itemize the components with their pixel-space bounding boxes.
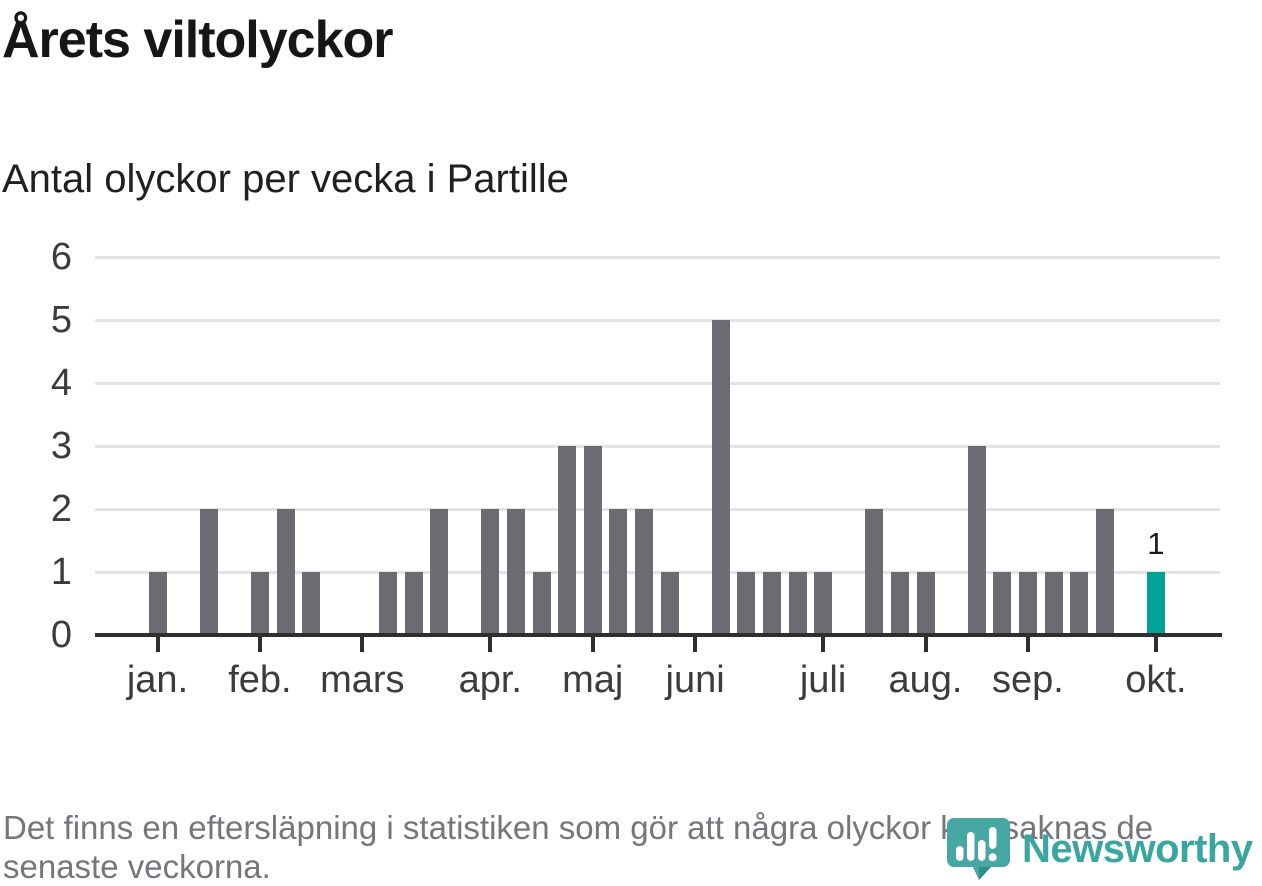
newsworthy-logo: Newsworthy xyxy=(946,815,1262,880)
bar xyxy=(199,509,218,635)
bar xyxy=(1018,572,1037,635)
x-axis-tick xyxy=(821,637,826,652)
x-axis-tick xyxy=(1153,637,1158,652)
chart-subtitle: Antal olyckor per vecka i Partille xyxy=(2,157,569,201)
x-tick-label: sep. xyxy=(991,659,1064,701)
bar xyxy=(583,446,602,635)
bar xyxy=(404,572,423,635)
bar xyxy=(634,509,653,635)
bar xyxy=(430,509,449,635)
y-tick-label: 1 xyxy=(50,551,72,593)
chart-title: Årets viltolyckor xyxy=(2,11,394,69)
bar xyxy=(711,320,730,635)
gridline xyxy=(95,571,1220,574)
bar xyxy=(967,446,986,635)
x-tick-label: okt. xyxy=(1125,659,1187,701)
y-tick-label: 0 xyxy=(50,614,72,656)
bar xyxy=(302,572,321,635)
y-tick-label: 4 xyxy=(50,362,72,404)
bar xyxy=(506,509,525,635)
newsworthy-bubble-chart-icon xyxy=(947,818,1010,880)
bar xyxy=(1095,509,1114,635)
x-tick-label: juni xyxy=(665,659,725,701)
x-axis-line xyxy=(95,633,1222,637)
highlight-value-label: 1 xyxy=(1147,526,1165,561)
bar xyxy=(814,572,833,635)
newsworthy-wordmark: Newsworthy xyxy=(1022,827,1253,871)
x-axis-tick xyxy=(360,637,365,652)
x-axis-tick xyxy=(257,637,262,652)
bar xyxy=(532,572,551,635)
bar xyxy=(762,572,781,635)
gridline xyxy=(95,445,1220,448)
bar xyxy=(660,572,679,635)
y-tick-label: 2 xyxy=(50,488,72,530)
bar xyxy=(1044,572,1063,635)
y-tick-label: 5 xyxy=(50,299,72,341)
bar xyxy=(481,509,500,635)
gridline xyxy=(95,256,1220,259)
bar xyxy=(890,572,909,635)
y-tick-label: 3 xyxy=(50,425,72,467)
gridline xyxy=(95,382,1220,385)
x-tick-label: juli xyxy=(799,659,847,701)
x-tick-label: aug. xyxy=(888,659,963,701)
x-axis-tick xyxy=(488,637,493,652)
bar xyxy=(737,572,756,635)
bar xyxy=(1070,572,1089,635)
gridline xyxy=(95,319,1220,322)
highlighted-bar xyxy=(1146,572,1165,635)
x-axis-tick xyxy=(923,637,928,652)
bar xyxy=(558,446,577,635)
x-tick-label: apr. xyxy=(458,659,522,701)
x-axis-tick xyxy=(1025,637,1030,652)
x-tick-label: jan. xyxy=(126,659,189,701)
bar xyxy=(148,572,167,635)
bar xyxy=(916,572,935,635)
bar xyxy=(276,509,295,635)
gridline xyxy=(95,508,1220,511)
bar xyxy=(993,572,1012,635)
bar xyxy=(609,509,628,635)
x-axis-tick xyxy=(590,637,595,652)
x-axis-tick xyxy=(693,637,698,652)
bar xyxy=(865,509,884,635)
x-tick-label: maj xyxy=(562,659,624,701)
y-tick-label: 6 xyxy=(50,236,72,278)
bar xyxy=(378,572,397,635)
bar xyxy=(788,572,807,635)
bar xyxy=(250,572,269,635)
x-axis-tick xyxy=(155,637,160,652)
x-tick-label: mars xyxy=(320,659,405,701)
x-tick-label: feb. xyxy=(228,659,292,701)
